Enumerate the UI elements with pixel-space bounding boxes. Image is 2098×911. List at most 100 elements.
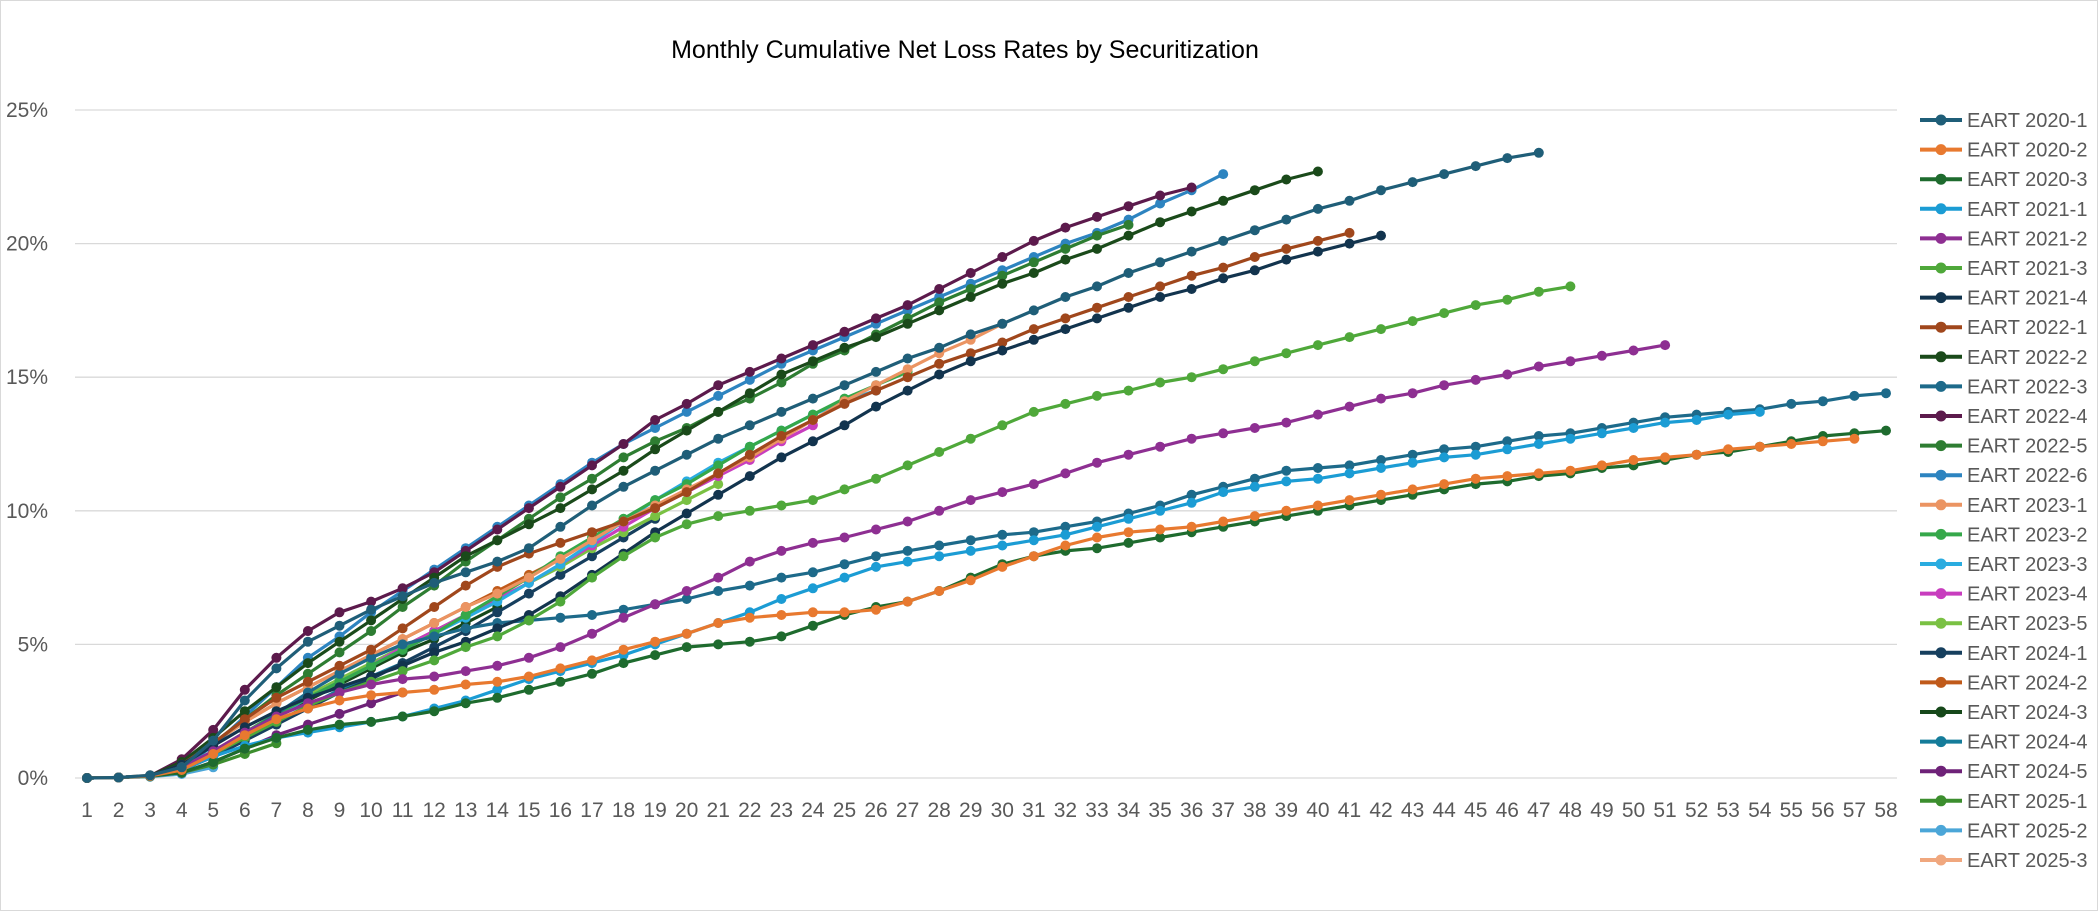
x-tick-label: 56 <box>1811 799 1834 822</box>
data-point <box>713 618 724 628</box>
x-tick-label: 9 <box>334 799 346 822</box>
data-point <box>1754 406 1765 417</box>
legend-label: EART 2020-2 <box>1967 140 2087 162</box>
data-point <box>744 374 755 385</box>
data-point <box>713 639 724 650</box>
data-point <box>1344 495 1355 506</box>
data-point <box>523 572 534 583</box>
data-point <box>1028 334 1039 345</box>
series-line <box>86 429 1887 780</box>
data-point <box>429 706 440 717</box>
series-eart-2020-2 <box>82 433 1860 783</box>
x-tick-label: 53 <box>1717 799 1740 822</box>
data-point <box>807 583 818 594</box>
data-point <box>1786 398 1797 409</box>
x-tick-label: 16 <box>549 799 572 822</box>
data-point <box>1470 300 1481 311</box>
data-point <box>1470 473 1481 484</box>
data-point <box>650 511 661 522</box>
data-point <box>366 716 377 727</box>
data-point <box>776 572 787 583</box>
x-tick-label: 3 <box>144 799 156 822</box>
data-point <box>744 449 755 460</box>
data-point <box>1849 433 1860 444</box>
data-point <box>1502 294 1513 305</box>
legend-marker <box>1935 647 1947 659</box>
data-point <box>744 556 755 567</box>
data-point <box>1344 195 1355 206</box>
data-point <box>1312 246 1323 257</box>
data-point <box>997 318 1008 329</box>
x-tick-label: 40 <box>1306 799 1329 822</box>
data-point <box>871 385 881 396</box>
data-point <box>555 521 566 532</box>
data-point <box>934 305 945 316</box>
data-point <box>1092 457 1102 468</box>
data-point <box>1565 281 1576 292</box>
data-point <box>1155 505 1166 516</box>
data-point <box>871 366 881 377</box>
data-point <box>492 684 503 695</box>
data-point <box>271 714 282 725</box>
legend-entry: EART 2022-2 <box>1920 347 2087 369</box>
data-point <box>113 772 124 783</box>
data-point <box>1060 324 1071 335</box>
data-point <box>744 471 755 482</box>
data-point <box>492 556 503 567</box>
data-point <box>1344 468 1355 479</box>
data-point <box>1691 415 1702 425</box>
data-point <box>1249 473 1260 484</box>
data-point <box>1123 219 1134 230</box>
data-point <box>1502 436 1513 447</box>
series-line <box>86 169 1319 780</box>
data-point <box>1155 524 1166 535</box>
data-point <box>1470 161 1481 172</box>
legend-entry: EART 2024-4 <box>1920 732 2087 754</box>
data-point <box>902 516 913 527</box>
data-point <box>1028 479 1039 490</box>
x-tick-label: 48 <box>1559 799 1582 822</box>
data-point <box>1407 484 1418 495</box>
data-point <box>523 588 534 599</box>
data-point <box>776 377 787 388</box>
data-point <box>1533 431 1544 441</box>
data-point <box>1439 444 1450 455</box>
data-point <box>271 663 282 674</box>
data-point <box>997 420 1008 431</box>
legend-label: EART 2025-2 <box>1967 820 2087 842</box>
data-point <box>1092 281 1102 292</box>
data-point <box>587 473 597 484</box>
data-point <box>1533 361 1544 372</box>
data-point <box>744 612 755 623</box>
data-point <box>1123 537 1134 548</box>
legend-label: EART 2021-3 <box>1967 258 2087 280</box>
data-point <box>429 647 440 658</box>
data-point <box>934 551 945 562</box>
y-tick-label: 25% <box>6 99 48 122</box>
data-point <box>429 655 440 666</box>
data-point <box>1596 460 1607 471</box>
data-point <box>807 537 818 548</box>
data-point <box>239 695 250 706</box>
x-tick-label: 37 <box>1212 799 1235 822</box>
data-point <box>934 505 945 516</box>
data-point <box>965 535 976 546</box>
data-point <box>902 300 913 311</box>
data-point <box>713 586 724 596</box>
x-tick-label: 36 <box>1180 799 1203 822</box>
data-point <box>208 757 219 767</box>
data-point <box>587 610 597 620</box>
data-point <box>334 668 345 679</box>
legend-entry: EART 2022-3 <box>1920 376 2087 398</box>
x-tick-label: 25 <box>833 799 856 822</box>
data-point <box>934 358 945 369</box>
data-point <box>239 743 250 754</box>
data-point <box>902 556 913 567</box>
data-point <box>492 676 503 687</box>
x-tick-label: 35 <box>1148 799 1171 822</box>
legend-entry: EART 2020-3 <box>1920 169 2087 191</box>
data-point <box>965 495 976 506</box>
data-point <box>650 415 661 425</box>
data-point <box>271 682 282 693</box>
data-point <box>902 385 913 396</box>
